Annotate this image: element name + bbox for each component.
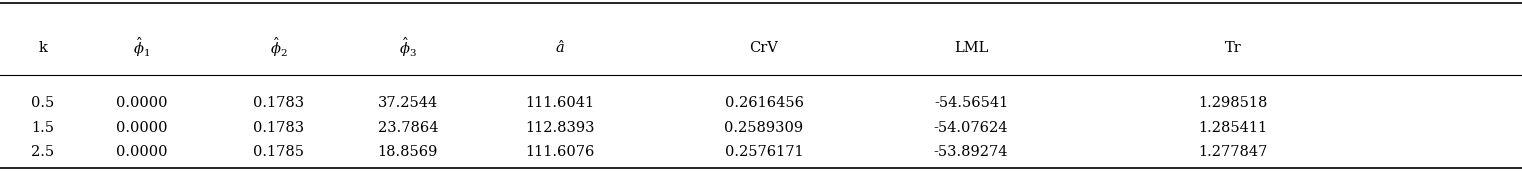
Text: CrV: CrV: [750, 41, 778, 55]
Text: 18.8569: 18.8569: [377, 145, 438, 159]
Text: 1.298518: 1.298518: [1198, 96, 1268, 110]
Text: 0.2576171: 0.2576171: [724, 145, 804, 159]
Text: 0.0000: 0.0000: [116, 145, 167, 159]
Text: 0.2589309: 0.2589309: [724, 121, 804, 135]
Text: $\hat{\phi}_2$: $\hat{\phi}_2$: [269, 36, 288, 59]
Text: 0.1783: 0.1783: [253, 96, 304, 110]
Text: 111.6076: 111.6076: [525, 145, 595, 159]
Text: 23.7864: 23.7864: [377, 121, 438, 135]
Text: k: k: [38, 41, 47, 55]
Text: Tr: Tr: [1224, 41, 1242, 55]
Text: 2.5: 2.5: [30, 145, 55, 159]
Text: 0.2616456: 0.2616456: [724, 96, 804, 110]
Text: LML: LML: [954, 41, 988, 55]
Text: -54.56541: -54.56541: [935, 96, 1008, 110]
Text: -53.89274: -53.89274: [935, 145, 1008, 159]
Text: 111.6041: 111.6041: [525, 96, 595, 110]
Text: 0.0000: 0.0000: [116, 96, 167, 110]
Text: 1.285411: 1.285411: [1198, 121, 1268, 135]
Text: 37.2544: 37.2544: [377, 96, 438, 110]
Text: $\hat{\phi}_3$: $\hat{\phi}_3$: [399, 36, 417, 59]
Text: 0.0000: 0.0000: [116, 121, 167, 135]
Text: $\hat{a}$: $\hat{a}$: [556, 40, 565, 56]
Text: 112.8393: 112.8393: [525, 121, 595, 135]
Text: 1.277847: 1.277847: [1198, 145, 1268, 159]
Text: -54.07624: -54.07624: [935, 121, 1008, 135]
Text: 1.5: 1.5: [30, 121, 55, 135]
Text: 0.5: 0.5: [30, 96, 55, 110]
Text: 0.1785: 0.1785: [253, 145, 304, 159]
Text: 0.1783: 0.1783: [253, 121, 304, 135]
Text: $\hat{\phi}_1$: $\hat{\phi}_1$: [132, 36, 151, 59]
